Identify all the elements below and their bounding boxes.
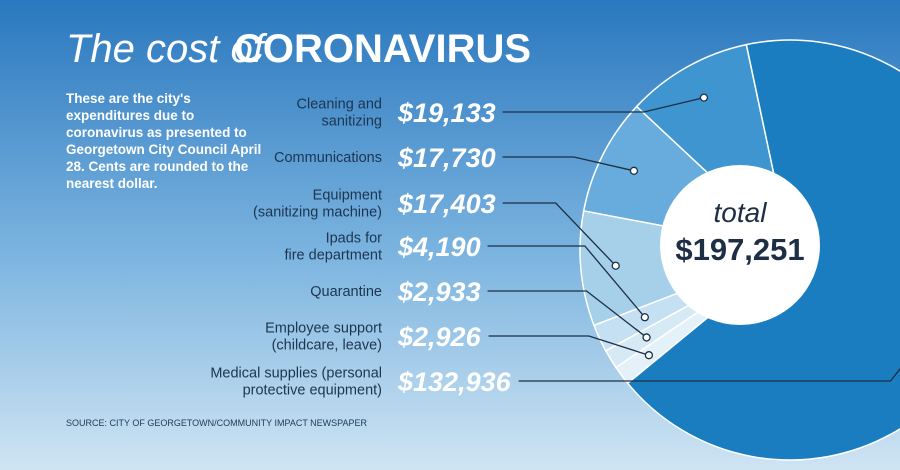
leader-dot xyxy=(644,351,654,360)
leader-dot xyxy=(642,333,651,342)
leader-dot xyxy=(640,313,649,322)
category-label: Equipment (sanitizing machine) xyxy=(253,188,382,221)
value-label: $132,936 xyxy=(397,367,512,397)
title-lead: The cost of xyxy=(66,27,268,71)
leader-line xyxy=(502,202,617,267)
total-caption: total xyxy=(714,197,768,228)
value-label: $17,403 xyxy=(397,189,496,219)
category-label: Medical supplies (personal protective equ… xyxy=(210,366,382,399)
leader-dot xyxy=(699,93,709,102)
leader-line xyxy=(502,156,635,172)
description: These are the city's expenditures due to… xyxy=(66,91,262,191)
value-label: $4,190 xyxy=(397,232,481,262)
category-label: Communications xyxy=(274,150,382,166)
leader-line xyxy=(487,290,647,338)
leader-line xyxy=(487,245,646,318)
value-label: $17,730 xyxy=(397,143,496,173)
leader-dot xyxy=(629,166,639,175)
value-label: $2,926 xyxy=(397,322,482,352)
category-label: Cleaning and sanitizing xyxy=(297,97,382,130)
category-label: Employee support (childcare, leave) xyxy=(265,321,382,354)
total-hole xyxy=(660,165,820,325)
leader-line xyxy=(502,96,705,113)
chart-title: CORONAVIRUS xyxy=(234,27,531,71)
leader-dot xyxy=(611,261,620,270)
category-label: Quarantine xyxy=(310,284,382,300)
category-label: Ipads for fire department xyxy=(284,231,382,264)
value-label: $2,933 xyxy=(397,277,481,307)
pie-slice xyxy=(626,39,900,461)
value-label: $19,133 xyxy=(397,98,496,128)
source: SOURCE: CITY OF GEORGETOWN/COMMUNITY IMP… xyxy=(66,418,368,428)
total-value: $197,251 xyxy=(675,232,804,267)
leader-line xyxy=(488,335,650,356)
leader-line xyxy=(518,368,900,382)
